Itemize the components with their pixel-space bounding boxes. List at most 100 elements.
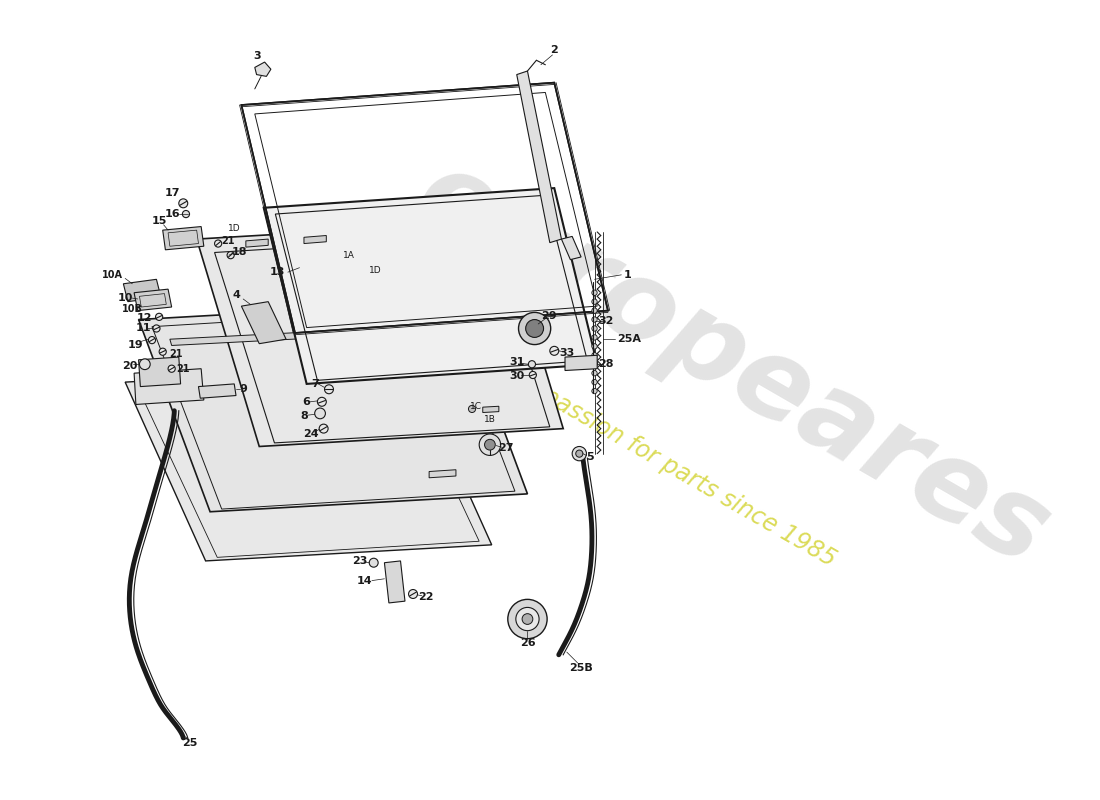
- Text: 1B: 1B: [484, 415, 496, 424]
- Text: 8: 8: [300, 411, 308, 421]
- Circle shape: [140, 359, 151, 370]
- Text: 22: 22: [418, 592, 433, 602]
- Text: 10B: 10B: [122, 304, 143, 314]
- Text: 27: 27: [498, 443, 514, 454]
- Text: 25A: 25A: [617, 334, 641, 344]
- Polygon shape: [139, 302, 528, 512]
- Circle shape: [550, 346, 559, 355]
- Text: 25B: 25B: [569, 663, 593, 674]
- Polygon shape: [123, 279, 161, 302]
- Text: 26: 26: [519, 638, 536, 648]
- Polygon shape: [241, 302, 286, 344]
- Text: 15: 15: [152, 216, 167, 226]
- Polygon shape: [134, 289, 172, 310]
- Circle shape: [227, 251, 234, 258]
- Polygon shape: [384, 561, 405, 603]
- Text: 28: 28: [598, 359, 614, 370]
- Circle shape: [183, 210, 189, 218]
- Text: 1A: 1A: [343, 250, 354, 260]
- Circle shape: [214, 240, 222, 247]
- Text: 21: 21: [221, 236, 234, 246]
- Circle shape: [572, 446, 586, 461]
- Circle shape: [469, 406, 475, 413]
- Polygon shape: [169, 326, 412, 346]
- Circle shape: [526, 319, 543, 338]
- Text: 13: 13: [270, 267, 285, 277]
- Circle shape: [318, 398, 327, 406]
- Circle shape: [160, 348, 166, 355]
- Polygon shape: [565, 355, 597, 370]
- Circle shape: [518, 312, 551, 345]
- Text: 1D: 1D: [370, 266, 382, 275]
- Text: 24: 24: [304, 429, 319, 439]
- Circle shape: [592, 334, 597, 340]
- Circle shape: [370, 558, 378, 567]
- Polygon shape: [197, 221, 563, 446]
- Circle shape: [528, 361, 536, 368]
- Polygon shape: [246, 239, 268, 247]
- Text: 33: 33: [559, 348, 574, 358]
- Text: 1D: 1D: [228, 224, 241, 233]
- Polygon shape: [483, 406, 499, 413]
- Circle shape: [592, 317, 597, 322]
- Circle shape: [592, 379, 597, 385]
- Text: 5: 5: [586, 452, 594, 462]
- Circle shape: [575, 450, 583, 458]
- Text: 3: 3: [254, 51, 262, 61]
- Text: 32: 32: [598, 316, 614, 326]
- Polygon shape: [561, 236, 581, 260]
- Text: 10A: 10A: [102, 270, 123, 280]
- Circle shape: [592, 388, 597, 394]
- Circle shape: [522, 614, 532, 624]
- Text: 17: 17: [165, 187, 180, 198]
- Circle shape: [179, 199, 188, 208]
- Text: 25: 25: [182, 738, 197, 748]
- Circle shape: [153, 325, 159, 332]
- Text: 9: 9: [239, 384, 248, 394]
- Circle shape: [480, 434, 501, 455]
- Circle shape: [592, 290, 597, 295]
- Text: a passion for parts since 1985: a passion for parts since 1985: [519, 372, 840, 571]
- Text: 21: 21: [176, 364, 190, 374]
- Circle shape: [324, 385, 333, 394]
- Text: 12: 12: [138, 313, 153, 322]
- Circle shape: [148, 337, 155, 344]
- Text: 29: 29: [541, 311, 557, 321]
- Circle shape: [592, 353, 597, 358]
- Circle shape: [592, 362, 597, 367]
- Text: 16: 16: [165, 209, 180, 219]
- Polygon shape: [198, 384, 236, 398]
- Circle shape: [315, 408, 326, 418]
- Text: 11: 11: [135, 323, 151, 334]
- Text: 23: 23: [352, 556, 367, 566]
- Circle shape: [529, 371, 537, 378]
- Circle shape: [592, 308, 597, 314]
- Polygon shape: [304, 235, 327, 243]
- Circle shape: [592, 326, 597, 331]
- Circle shape: [155, 314, 163, 321]
- Text: 1: 1: [624, 270, 631, 280]
- Text: 7: 7: [311, 379, 319, 389]
- Text: 31: 31: [509, 358, 525, 367]
- Polygon shape: [139, 357, 180, 386]
- Text: 2: 2: [550, 45, 558, 54]
- Polygon shape: [134, 369, 204, 405]
- Circle shape: [592, 344, 597, 349]
- Text: 1C: 1C: [470, 402, 482, 410]
- Circle shape: [168, 365, 175, 372]
- Circle shape: [319, 424, 328, 433]
- Polygon shape: [517, 71, 561, 242]
- Circle shape: [508, 599, 547, 638]
- Text: europeares: europeares: [398, 140, 1068, 589]
- Text: 30: 30: [509, 371, 525, 381]
- Text: 4: 4: [233, 290, 241, 301]
- Text: 14: 14: [356, 575, 373, 586]
- Text: 18: 18: [232, 246, 248, 257]
- Text: 10: 10: [118, 293, 133, 303]
- Text: 21: 21: [169, 349, 183, 358]
- Circle shape: [408, 590, 418, 598]
- Circle shape: [592, 299, 597, 304]
- Text: 6: 6: [302, 397, 310, 406]
- Circle shape: [484, 439, 495, 450]
- Polygon shape: [264, 188, 597, 384]
